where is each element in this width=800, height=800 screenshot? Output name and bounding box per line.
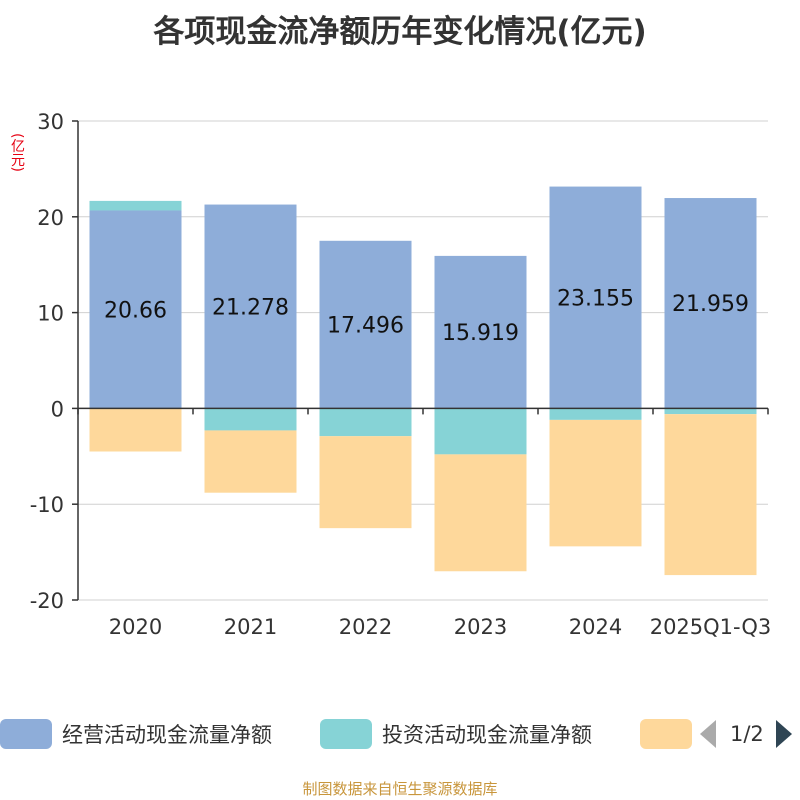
- legend-item-operating[interactable]: 经营活动现金流量净额: [0, 716, 272, 752]
- bar-series2-2024: [549, 419, 642, 547]
- next-page-icon[interactable]: [775, 720, 792, 748]
- bar-series0-2025Q1-Q3: [664, 198, 757, 409]
- bar-series0-2022: [319, 240, 412, 409]
- x-tick-label: 2021: [224, 615, 277, 639]
- bar-series1-2023: [434, 408, 527, 455]
- x-tick-label: 2025Q1-Q3: [650, 615, 772, 639]
- prev-page-icon[interactable]: [700, 720, 716, 748]
- chart-title: 各项现金流净额历年变化情况(亿元): [153, 14, 647, 50]
- y-tick-label: -10: [30, 493, 64, 517]
- y-tick-label: 30: [37, 110, 64, 134]
- legend-item-investing[interactable]: 投资活动现金流量净额: [320, 716, 592, 752]
- bar-series0-2023: [434, 255, 527, 409]
- legend-label-investing: 投资活动现金流量净额: [382, 723, 592, 747]
- legend-pager: 1/2: [700, 716, 792, 752]
- bar-series0-2024: [549, 186, 642, 409]
- bar-series0-2021: [204, 204, 297, 409]
- y-tick-label: 10: [37, 302, 64, 326]
- x-tick-label: 2024: [569, 615, 622, 639]
- bar-value-label: 21.959: [672, 292, 749, 317]
- bar-series1-2022: [319, 408, 412, 437]
- y-tick-label: 20: [37, 206, 64, 230]
- bar-series1-2020: [89, 200, 182, 211]
- bar-series2-2023: [434, 454, 527, 572]
- legend-swatch-investing: [320, 719, 372, 749]
- bar-series1-2024: [549, 408, 642, 420]
- bar-chart: 30 20 10 0 -10 -20 20.66 2020 21.278 2021 17.496 20…: [30, 110, 772, 639]
- legend-swatch-operating: [0, 719, 52, 749]
- y-axis-unit-label: (亿元): [9, 132, 25, 172]
- bar-series2-2025Q1-Q3: [664, 414, 757, 576]
- y-tick-label: 0: [51, 397, 64, 421]
- legend-swatch-financing: [640, 719, 692, 749]
- legend-page-indicator: 1/2: [730, 722, 764, 746]
- bar-value-label: 17.496: [327, 314, 404, 339]
- x-tick-label: 2022: [339, 615, 392, 639]
- legend-item-financing[interactable]: [640, 716, 702, 752]
- bar-series2-2021: [204, 430, 297, 493]
- bar-series1-2021: [204, 408, 297, 431]
- bar-series2-2020: [89, 408, 182, 452]
- bar-value-label: 20.66: [104, 298, 167, 323]
- legend: 经营活动现金流量净额 投资活动现金流量净额 1/2: [0, 716, 800, 756]
- bar-value-label: 23.155: [557, 286, 634, 311]
- data-source-note: 制图数据来自恒生聚源数据库: [302, 780, 498, 798]
- y-tick-label: -20: [30, 589, 64, 613]
- bar-series0-2020: [89, 210, 182, 409]
- bar-series2-2022: [319, 436, 412, 529]
- x-tick-label: 2023: [454, 615, 507, 639]
- bar-value-label: 21.278: [212, 295, 289, 320]
- bar-series1-2025Q1-Q3: [664, 408, 757, 415]
- legend-label-operating: 经营活动现金流量净额: [62, 723, 272, 747]
- x-tick-label: 2020: [109, 615, 162, 639]
- bar-value-label: 15.919: [442, 321, 519, 346]
